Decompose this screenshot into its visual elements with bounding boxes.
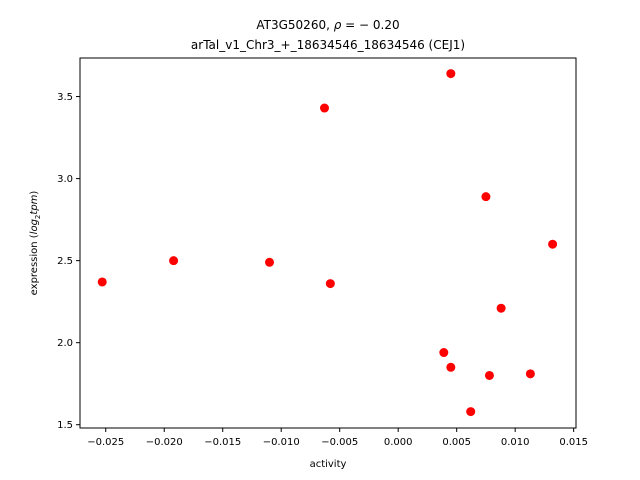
x-tick-label: −0.025 xyxy=(87,437,124,448)
x-tick-label: 0.015 xyxy=(559,437,588,448)
data-point xyxy=(466,407,476,417)
x-tick-label: −0.015 xyxy=(204,437,241,448)
data-point xyxy=(446,69,456,79)
chart-title-line1: AT3G50260, ρ = − 0.20 xyxy=(256,18,399,32)
axes-frame xyxy=(79,57,577,429)
x-tick-label: −0.005 xyxy=(321,437,358,448)
y-axis-label: expression (log2tpm) xyxy=(29,191,42,296)
data-point xyxy=(484,370,494,380)
data-points xyxy=(97,69,558,417)
x-tick-label: 0.005 xyxy=(442,437,471,448)
data-point xyxy=(496,303,506,313)
x-axis-ticks: −0.025 −0.020 −0.015 −0.010 −0.005 0.000 0.005… xyxy=(87,428,588,448)
data-point xyxy=(325,279,335,289)
data-point xyxy=(265,257,275,267)
data-point xyxy=(169,256,179,266)
y-tick-label: 3.5 xyxy=(57,92,73,103)
data-point xyxy=(446,362,456,372)
data-point xyxy=(548,239,558,249)
data-point xyxy=(525,369,535,379)
y-tick-label: 2.0 xyxy=(57,338,73,349)
data-point xyxy=(439,348,449,358)
y-tick-label: 2.5 xyxy=(57,256,73,267)
chart-title-line2: arTal_v1_Chr3_+_18634546_18634546 (CEJ1) xyxy=(191,38,465,52)
data-point xyxy=(481,192,491,202)
x-tick-label: −0.010 xyxy=(263,437,300,448)
y-tick-label: 1.5 xyxy=(57,420,73,431)
x-axis-label: activity xyxy=(310,459,347,470)
data-point xyxy=(319,103,329,113)
x-tick-label: −0.020 xyxy=(146,437,183,448)
x-tick-label: 0.010 xyxy=(501,437,530,448)
x-tick-label: 0.000 xyxy=(384,437,413,448)
y-tick-label: 3.0 xyxy=(57,174,73,185)
y-axis-ticks: 1.5 2.0 2.5 3.0 3.5 xyxy=(57,92,80,431)
data-point xyxy=(97,277,107,287)
